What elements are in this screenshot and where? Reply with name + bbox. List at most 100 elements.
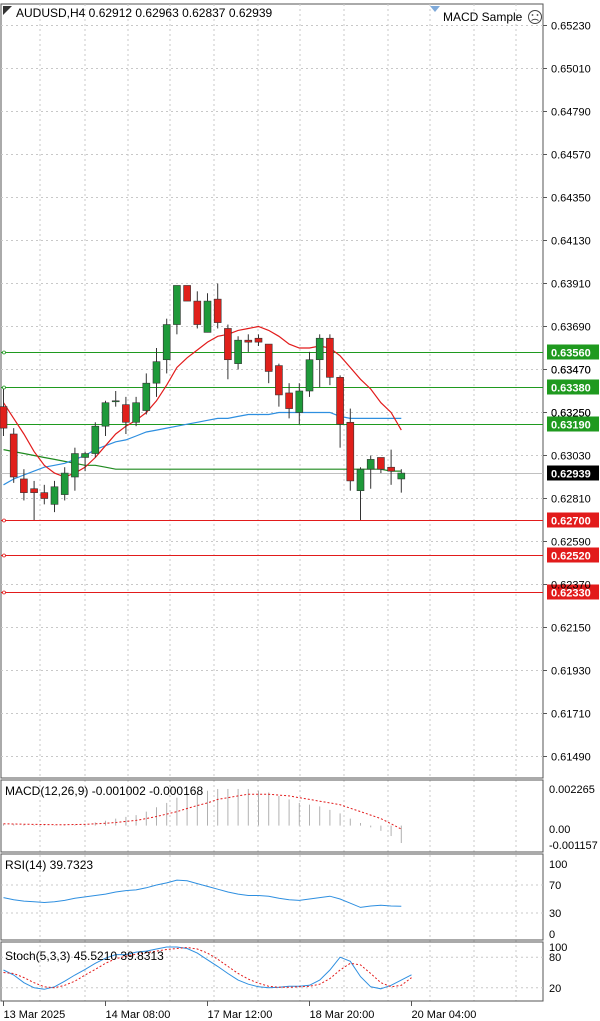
candle-body xyxy=(183,285,191,302)
bear-candle xyxy=(377,457,385,474)
candle-body xyxy=(336,377,344,425)
bear-candle xyxy=(40,484,49,505)
bear-candle xyxy=(346,408,355,491)
price-panel[interactable]: 0.63560 0.63380 0.63190 0.62700 0.62520 0.623… xyxy=(0,3,599,1001)
price-tick-label: 0.62150 xyxy=(551,623,591,635)
level-anchor xyxy=(2,350,6,355)
bull-candle xyxy=(81,451,89,472)
ma-fast-line xyxy=(2,325,402,478)
candle-body xyxy=(275,365,283,396)
bull-candle xyxy=(305,351,314,397)
rsi-tick-label: 30 xyxy=(549,908,561,920)
bear-candle xyxy=(264,343,273,384)
candle-body xyxy=(132,402,140,423)
macd-panel[interactable]: MACD(12,26,9) -0.001002 -0.000168 0.0022… xyxy=(0,779,598,853)
candle-body xyxy=(9,433,18,478)
time-axis: 13 Mar 2025 14 Mar 08:00 17 Mar 12:00 18 Ma… xyxy=(1,1000,543,1021)
stochastic-label: Stoch(5,3,3) 45.5210 39.8313 xyxy=(5,949,164,963)
price-tick-label: 0.63250 xyxy=(551,408,591,420)
candle-body xyxy=(162,324,171,361)
bear-candle xyxy=(336,375,344,448)
candle-body xyxy=(81,453,89,458)
bull-candle xyxy=(397,469,406,493)
price-tick-label: 0.61710 xyxy=(551,709,591,721)
bear-candle xyxy=(193,291,202,329)
candle-body xyxy=(356,468,365,491)
candle-body xyxy=(234,339,242,364)
price-tick-label: 0.63470 xyxy=(551,365,591,377)
candle-body xyxy=(91,425,100,454)
candle-body xyxy=(101,402,110,427)
candle-body xyxy=(213,298,222,323)
candle-body xyxy=(111,400,120,403)
candle-body xyxy=(315,337,324,361)
candle-body xyxy=(193,300,202,325)
candle-body xyxy=(397,472,406,480)
price-tick-label: 0.64790 xyxy=(551,107,591,119)
time-tick-label: 14 Mar 08:00 xyxy=(106,1009,171,1021)
level-price-tag xyxy=(547,379,599,395)
rsi-tick-label: 0 xyxy=(549,929,555,941)
level-price-label: 0.62520 xyxy=(551,551,591,563)
candlesticks xyxy=(0,283,406,520)
level-price-label: 0.62700 xyxy=(551,516,591,528)
bull-candle xyxy=(203,293,212,333)
stochastic-plot xyxy=(1,946,543,990)
bear-candle xyxy=(0,389,8,436)
level-anchor xyxy=(2,518,6,523)
candle-body xyxy=(122,404,130,423)
bull-candle xyxy=(91,422,100,458)
candle-body xyxy=(50,486,59,505)
current-price-label: 0.62939 xyxy=(551,469,591,481)
bull-candle xyxy=(162,318,171,374)
candle-body xyxy=(60,472,69,495)
level-price-label: 0.63560 xyxy=(551,348,591,360)
stochastic-tick-label: 20 xyxy=(549,983,561,995)
price-tick-label: 0.64350 xyxy=(551,193,591,205)
price-tick-label: 0.63250 xyxy=(551,408,591,420)
price-tick-label: 0.62370 xyxy=(551,580,591,592)
level-anchor xyxy=(2,590,6,595)
candle-body xyxy=(244,339,253,343)
scroll-triangle-icon[interactable] xyxy=(3,6,12,15)
bear-candle xyxy=(183,285,191,302)
bull-candle xyxy=(132,396,140,427)
candle-body xyxy=(346,421,355,482)
price-tick-label: 0.63470 xyxy=(551,365,591,377)
bull-candle xyxy=(315,334,324,388)
price-tick-label: 0.62810 xyxy=(551,494,591,506)
rsi-plot xyxy=(1,879,543,914)
price-tick-label: 0.63030 xyxy=(551,451,591,463)
level-price-tag xyxy=(547,344,599,360)
bull-candle xyxy=(71,447,79,491)
bear-candle xyxy=(20,469,28,501)
bear-candle xyxy=(224,324,232,380)
candle-body xyxy=(326,337,334,378)
smiley-icon[interactable] xyxy=(528,10,542,24)
chart-shift-marker-icon[interactable] xyxy=(430,6,440,12)
bear-candle xyxy=(30,480,38,520)
level-anchor xyxy=(2,553,6,558)
level-price-label: 0.63190 xyxy=(551,420,591,432)
bull-candle xyxy=(50,480,59,513)
rsi-label: RSI(14) 39.7323 xyxy=(5,858,93,872)
macd-signal-line xyxy=(3,793,402,830)
price-tick-label: 0.65010 xyxy=(551,64,591,76)
price-axis: 0.65230 0.65010 0.64790 0.64570 0.64350 0.641… xyxy=(543,21,591,764)
rsi-panel[interactable]: RSI(14) 39.7323 100 70 30 0 xyxy=(0,853,567,941)
candle-body xyxy=(387,466,395,472)
moving-averages xyxy=(2,325,402,486)
candle-body xyxy=(20,478,28,493)
level-price-label: 0.63380 xyxy=(551,383,591,395)
stochastic-tick-label: 100 xyxy=(549,942,567,954)
bull-candle xyxy=(152,348,161,397)
level-price-tag xyxy=(547,512,599,528)
candle-body xyxy=(203,300,212,333)
bear-candle xyxy=(254,334,263,347)
rsi-line xyxy=(3,879,402,908)
candle-body xyxy=(142,382,151,411)
price-tick-label: 0.65230 xyxy=(551,21,591,33)
bull-candle xyxy=(101,400,110,436)
